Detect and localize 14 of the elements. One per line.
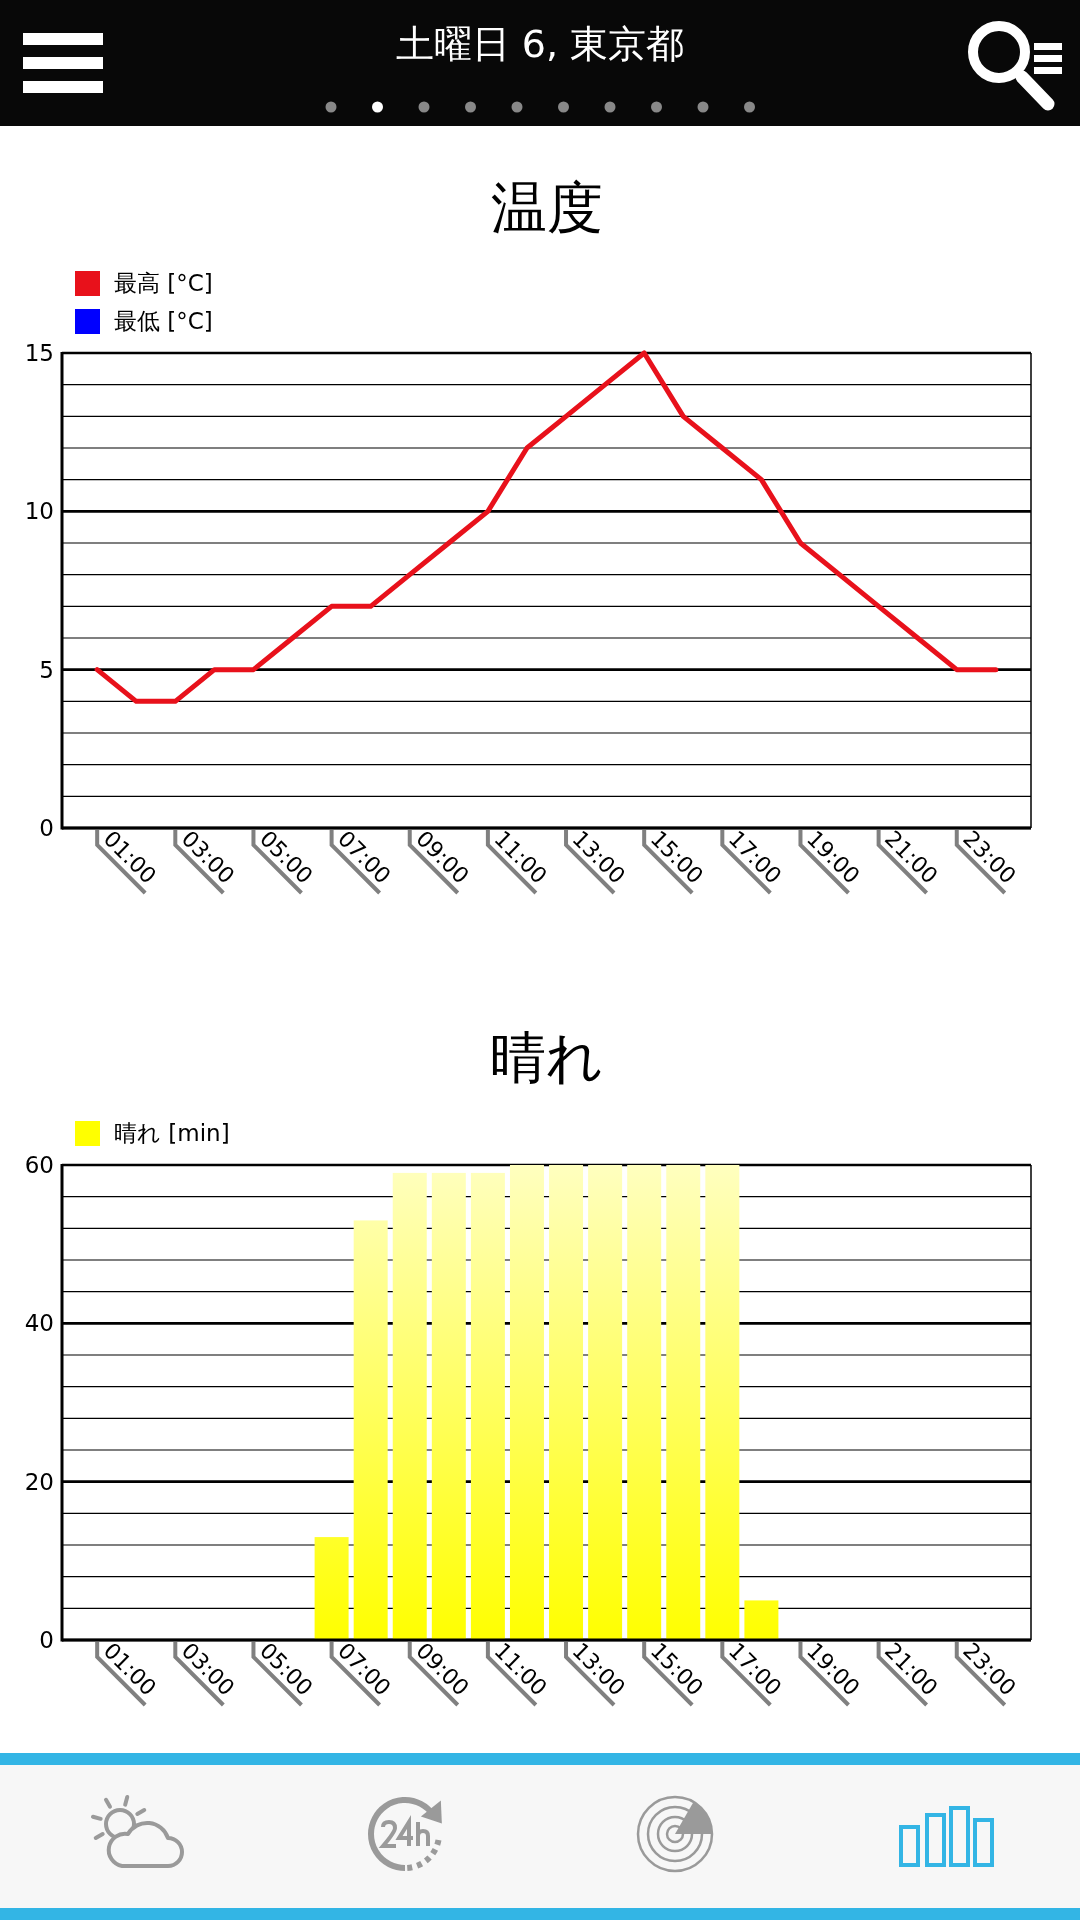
y-tick-label: 0 [39,815,54,841]
legend-label: 最低 [°C] [114,308,213,334]
y-tick-label: 5 [39,656,54,683]
legend-label: 最高 [°C] [114,270,213,296]
y-tick-label: 10 [24,498,54,525]
text: 土曜日 6, 東京都 [395,22,685,66]
y-tick-label: 0 [39,1627,54,1653]
legend-label: 晴れ [min] [114,1120,230,1146]
y-tick-label: 20 [24,1468,54,1495]
y-tick-label: 15 [24,340,54,366]
chart-title: 温度 [490,174,603,240]
y-tick-label: 60 [24,1152,54,1178]
y-tick-label: 40 [24,1310,54,1337]
chart-title: 晴れ [490,1024,603,1090]
